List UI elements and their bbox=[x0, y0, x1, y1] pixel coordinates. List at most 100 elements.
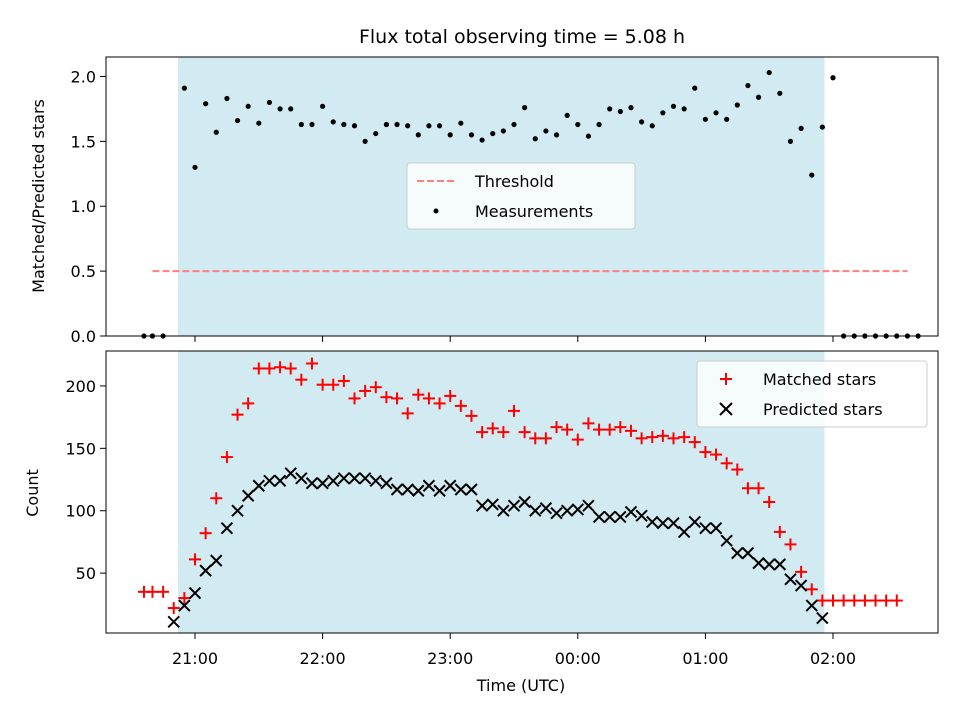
measurement-point bbox=[288, 106, 294, 112]
measurement-point bbox=[383, 121, 389, 128]
top-y-axis-label: Matched/Predicted stars bbox=[29, 99, 48, 293]
matched-star-point bbox=[763, 495, 776, 508]
predicted-star-point bbox=[167, 615, 180, 628]
measurement-point bbox=[681, 106, 687, 112]
predicted-star-point bbox=[358, 472, 372, 485]
predicted-star-point bbox=[412, 484, 425, 497]
bottom-y-tick-label: 200 bbox=[65, 377, 96, 396]
matched-star-point bbox=[837, 594, 850, 607]
matched-star-point bbox=[890, 594, 903, 607]
predicted-star-point bbox=[699, 521, 712, 535]
predicted-star-point bbox=[624, 505, 638, 519]
matched-star-point bbox=[210, 492, 223, 505]
predicted-star-point bbox=[443, 479, 457, 492]
predicted-star-point bbox=[486, 498, 499, 511]
measurement-point bbox=[755, 94, 762, 100]
matched-star-point bbox=[327, 378, 340, 391]
matched-star-point bbox=[252, 362, 265, 375]
matched-star-point bbox=[614, 421, 627, 434]
measurement-point bbox=[309, 121, 315, 128]
matched-star-point bbox=[635, 432, 648, 445]
matched-star-point bbox=[593, 423, 606, 436]
measurement-point bbox=[745, 82, 751, 89]
measurement-point bbox=[277, 106, 283, 112]
predicted-star-point bbox=[422, 479, 436, 492]
predicted-star-point bbox=[529, 504, 542, 517]
measurement-point bbox=[819, 124, 825, 130]
matched-star-point bbox=[178, 592, 191, 605]
predicted-star-point bbox=[805, 599, 818, 612]
measurement-point bbox=[373, 130, 379, 137]
measurement-point bbox=[596, 121, 602, 128]
matched-star-point bbox=[784, 538, 797, 551]
predicted-star-point bbox=[794, 579, 808, 592]
matched-star-point bbox=[486, 422, 499, 435]
measurement-point bbox=[553, 132, 560, 138]
x-tick-label: 21:00 bbox=[172, 649, 218, 668]
matched-star-point bbox=[220, 451, 233, 464]
bottom-legend: Matched stars Predicted stars bbox=[696, 360, 928, 428]
predicted-star-point bbox=[539, 502, 553, 515]
matched-star-point bbox=[231, 408, 244, 421]
matched-star-point bbox=[688, 436, 701, 449]
legend-predicted-label: Predicted stars bbox=[763, 400, 883, 419]
matched-star-point bbox=[561, 423, 574, 436]
measurement-point bbox=[660, 110, 666, 116]
matched-star-point bbox=[305, 357, 318, 370]
predicted-star-point bbox=[369, 474, 382, 487]
predicted-star-point bbox=[603, 510, 616, 524]
predicted-star-point bbox=[560, 504, 574, 517]
measurement-point bbox=[203, 101, 209, 107]
matched-star-point bbox=[242, 397, 255, 410]
measurement-point bbox=[585, 133, 592, 139]
matched-star-point bbox=[295, 373, 308, 386]
matched-star-point bbox=[199, 527, 212, 540]
predicted-star-point bbox=[497, 504, 510, 517]
matched-star-point bbox=[348, 392, 361, 405]
predicted-star-point bbox=[731, 546, 744, 560]
measurement-point bbox=[798, 125, 804, 131]
measurement-point bbox=[213, 129, 219, 135]
measurement-point bbox=[415, 132, 421, 138]
legend-matched-label: Matched stars bbox=[763, 370, 876, 389]
predicted-star-point bbox=[816, 611, 829, 625]
matched-star-point bbox=[731, 463, 744, 476]
matched-star-point bbox=[816, 594, 829, 607]
measurement-point bbox=[181, 85, 187, 91]
matched-star-point bbox=[869, 594, 882, 607]
matched-star-point bbox=[848, 594, 861, 607]
measurement-point bbox=[511, 121, 517, 128]
matched-star-point bbox=[582, 417, 595, 430]
matched-star-point bbox=[678, 431, 691, 444]
measurement-point bbox=[500, 128, 506, 134]
measurement-point bbox=[649, 123, 655, 129]
matched-star-point bbox=[646, 431, 659, 444]
predicted-star-point bbox=[741, 546, 755, 560]
predicted-star-point bbox=[550, 507, 563, 520]
measurement-point bbox=[532, 136, 538, 142]
measurement-point bbox=[266, 99, 273, 106]
bottom-y-tick-label: 50 bbox=[76, 564, 96, 583]
matched-star-point bbox=[337, 374, 350, 387]
measurement-point bbox=[575, 121, 581, 128]
predicted-star-point bbox=[178, 599, 191, 612]
measurement-point bbox=[341, 121, 347, 128]
bottom-y-tick-label: 150 bbox=[65, 439, 96, 458]
predicted-star-point bbox=[752, 556, 765, 570]
top-subplot: 0.00.51.01.52.0 Matched/Predicted stars … bbox=[29, 56, 939, 346]
measurement-point bbox=[830, 75, 836, 81]
measurement-point bbox=[617, 108, 623, 115]
predicted-star-point bbox=[635, 509, 648, 522]
matched-star-point bbox=[359, 384, 372, 397]
matched-star-point bbox=[773, 525, 786, 538]
predicted-star-point bbox=[709, 521, 723, 535]
matched-star-point bbox=[412, 388, 425, 401]
matched-star-point bbox=[189, 553, 201, 566]
matched-star-point bbox=[720, 457, 733, 470]
measurement-point bbox=[607, 106, 613, 112]
legend-predicted-swatch bbox=[719, 402, 733, 416]
matched-star-point bbox=[284, 362, 297, 375]
predicted-star-point bbox=[199, 564, 212, 577]
matched-star-point bbox=[401, 407, 414, 420]
